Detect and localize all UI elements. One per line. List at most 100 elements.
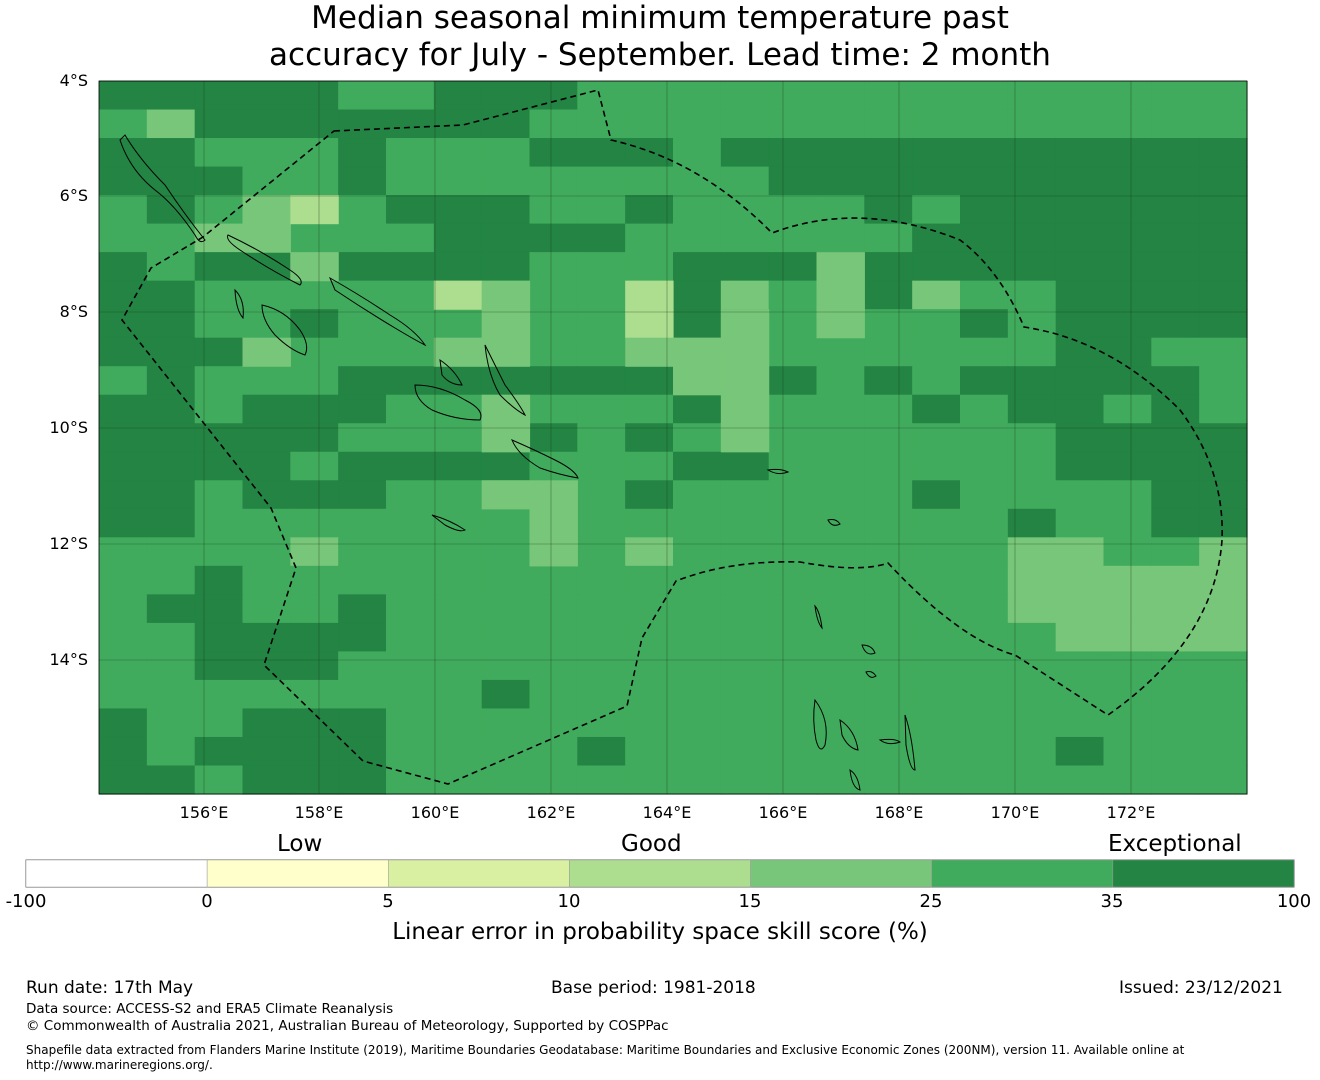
grid-cell: [529, 81, 578, 111]
grid-cell: [194, 252, 244, 282]
grid-cell: [242, 594, 291, 624]
grid-cell: [386, 81, 435, 111]
grid-cell-light: [481, 280, 531, 310]
grid-cell: [338, 138, 387, 168]
grid-cell-light: [673, 366, 722, 396]
grid-cell: [720, 138, 770, 168]
grid-cell: [625, 480, 674, 510]
grid-cell-light: [625, 309, 674, 339]
colorbar-segment: [750, 859, 932, 888]
colorbar-tick: 100: [1276, 891, 1312, 912]
grid-cell: [386, 166, 435, 196]
grid-cell: [1151, 394, 1200, 424]
grid-cell: [577, 480, 626, 510]
grid-cell: [1199, 736, 1248, 767]
grid-cell: [290, 451, 339, 481]
grid-cell: [433, 81, 483, 111]
grid-cell: [912, 480, 961, 510]
grid-cell: [1007, 708, 1057, 738]
grid-cell: [1199, 166, 1248, 196]
grid-cell: [1103, 451, 1152, 481]
grid-cell: [194, 337, 244, 367]
grid-cell: [99, 280, 148, 310]
grid-cell: [673, 81, 722, 111]
grid-cell: [577, 252, 626, 282]
grid-cell: [529, 337, 578, 367]
grid-cell: [242, 736, 291, 767]
grid-cell: [960, 309, 1009, 339]
grid-cell: [720, 223, 770, 253]
grid-cell: [1151, 337, 1200, 367]
grid-cell: [625, 565, 674, 595]
grid-cell: [1055, 565, 1105, 595]
grid-cell: [386, 765, 435, 795]
grid-cell: [338, 679, 387, 710]
grid-cell: [912, 109, 961, 139]
grid-cell: [1199, 594, 1248, 624]
grid-cell: [1055, 537, 1105, 567]
grid-cell: [386, 195, 435, 225]
grid-cell: [386, 679, 435, 710]
grid-cell: [720, 109, 770, 139]
coastline: [234, 288, 244, 320]
grid-cell: [433, 736, 483, 767]
grid-cell-light: [625, 337, 674, 367]
grid-cell: [1103, 252, 1152, 282]
grid-cell: [816, 81, 865, 111]
grid-cell-light: [481, 309, 531, 339]
grid-cell: [99, 138, 148, 168]
grid-cell: [433, 708, 483, 738]
grid-cell: [1151, 708, 1200, 738]
grid-cell: [1151, 223, 1200, 253]
grid-cell: [1007, 109, 1057, 139]
grid-cell: [338, 337, 387, 367]
grid-cell: [1151, 679, 1200, 710]
grid-cell: [960, 337, 1009, 367]
grid-cell: [1055, 622, 1105, 652]
grid-cell: [720, 537, 770, 567]
grid-cell: [481, 195, 531, 225]
grid-cell: [146, 423, 196, 453]
grid-cell: [625, 366, 674, 396]
grid-cell: [768, 166, 818, 196]
grid-cell: [768, 508, 818, 538]
grid-cell-light: [720, 309, 770, 339]
grid-cell: [242, 679, 291, 710]
lat-label-4s: 4°S: [59, 71, 88, 90]
grid-cell: [99, 223, 148, 253]
grid-cell: [673, 508, 722, 538]
grid-cell: [912, 337, 961, 367]
grid-cell: [386, 252, 435, 282]
grid-cell: [194, 594, 244, 624]
grid-cell: [768, 765, 818, 795]
grid-cell: [1055, 138, 1105, 168]
grid-cell: [433, 679, 483, 710]
grid-cell: [1199, 195, 1248, 225]
grid-cell: [1103, 109, 1152, 139]
grid-cell: [673, 708, 722, 738]
grid-cell: [386, 138, 435, 168]
grid-cell: [864, 138, 913, 168]
grid-cell: [1151, 508, 1200, 538]
grid-cell: [1055, 223, 1105, 253]
grid-cell: [433, 651, 483, 681]
grid-cell: [960, 622, 1009, 652]
grid-cell-light: [242, 337, 291, 367]
grid-cell: [864, 223, 913, 253]
grid-cell: [338, 252, 387, 282]
coastline: [861, 644, 876, 655]
coastline: [814, 604, 823, 630]
title-line-1: Median seasonal minimum temperature past: [311, 0, 1009, 36]
grid-cell: [338, 508, 387, 538]
grid-cell: [1007, 565, 1057, 595]
grid-cell: [99, 451, 148, 481]
grid-cell: [1007, 594, 1057, 624]
grid-cell: [577, 622, 626, 652]
coastlines: [119, 134, 916, 791]
grid-cell: [1199, 765, 1248, 795]
grid-cell: [433, 309, 483, 339]
grid-cell: [290, 765, 339, 795]
grid-cell: [386, 423, 435, 453]
grid-cell: [146, 280, 196, 310]
grid-cell: [577, 423, 626, 453]
